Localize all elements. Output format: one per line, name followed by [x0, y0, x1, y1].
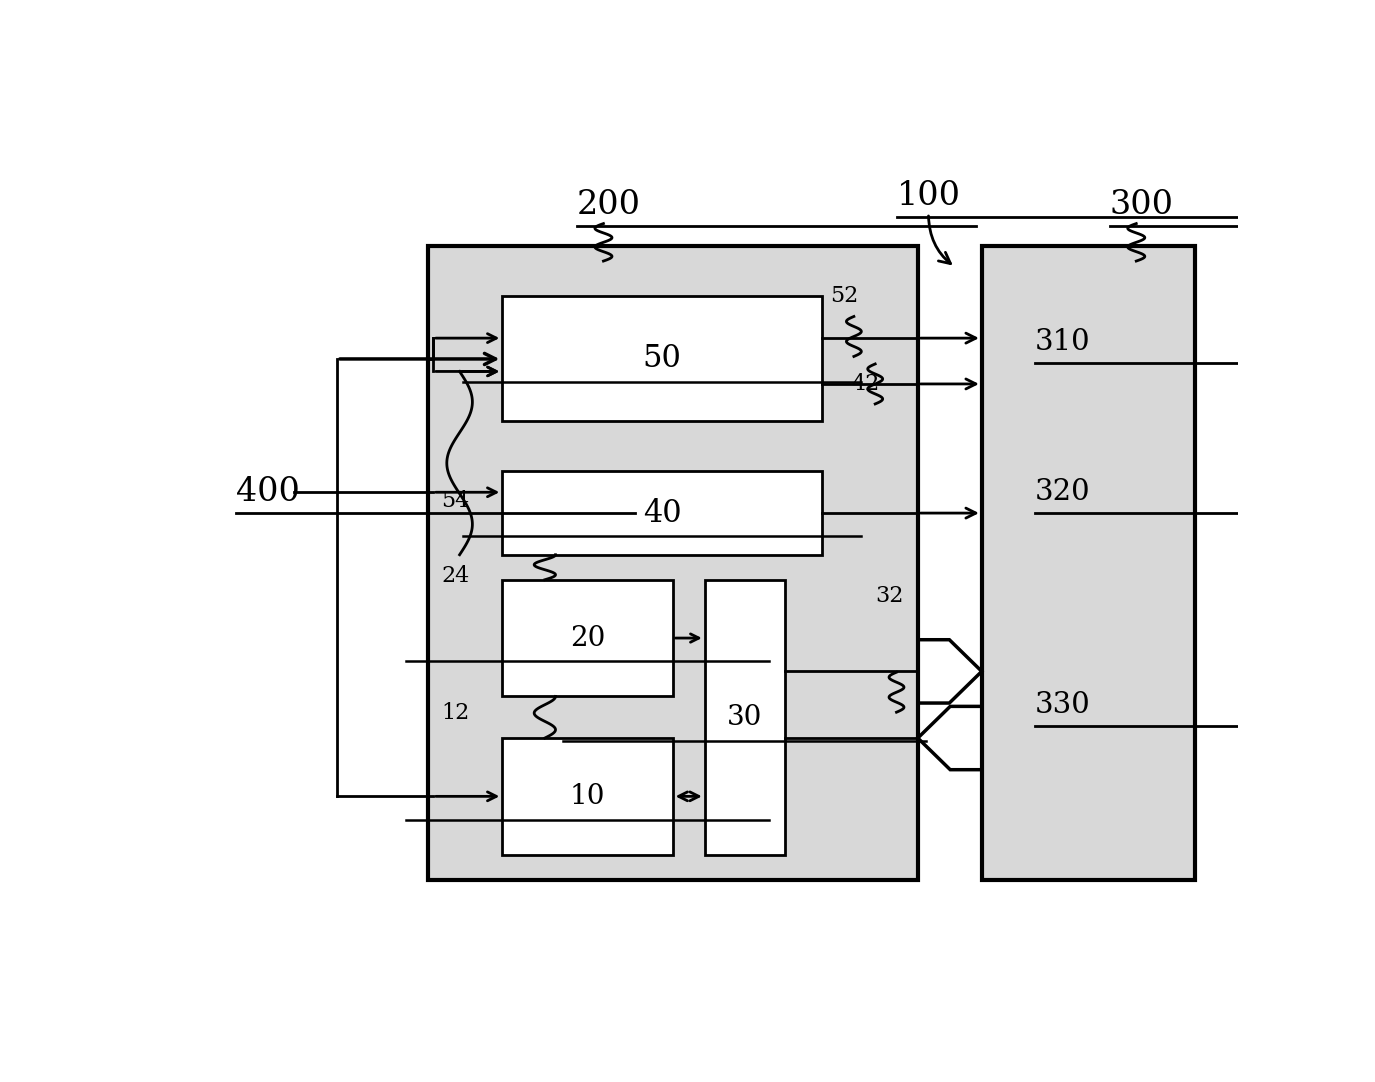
Text: 30: 30 — [727, 703, 762, 730]
Bar — [704, 580, 785, 855]
Text: 330: 330 — [1035, 690, 1090, 718]
Text: 200: 200 — [578, 189, 641, 221]
Text: 100: 100 — [896, 181, 961, 212]
Bar — [982, 247, 1195, 880]
Text: 50: 50 — [642, 343, 682, 374]
Text: 32: 32 — [874, 585, 903, 607]
Bar — [502, 580, 672, 697]
Text: 12: 12 — [441, 702, 470, 724]
Text: 52: 52 — [830, 286, 858, 307]
Bar — [502, 738, 672, 855]
Text: 320: 320 — [1035, 478, 1090, 506]
Text: 310: 310 — [1035, 328, 1090, 356]
Text: 300: 300 — [1110, 189, 1174, 221]
Text: 10: 10 — [569, 783, 605, 809]
Bar — [502, 472, 822, 555]
Text: 54: 54 — [441, 489, 470, 512]
Bar — [428, 247, 918, 880]
Text: 40: 40 — [642, 498, 682, 529]
Bar — [502, 296, 822, 421]
Text: 400: 400 — [236, 476, 300, 509]
Text: 24: 24 — [441, 565, 470, 586]
Text: 42: 42 — [851, 373, 880, 395]
Text: 20: 20 — [569, 624, 605, 651]
